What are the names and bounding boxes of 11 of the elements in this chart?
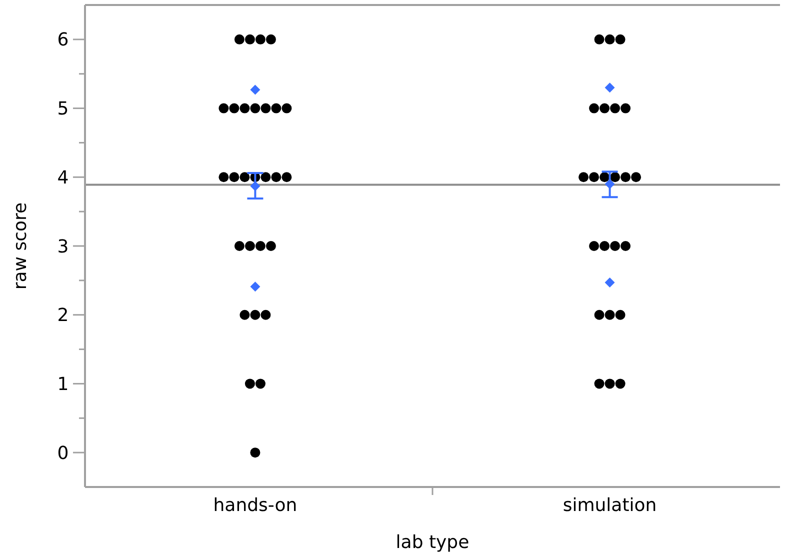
- y-tick-label: 5: [57, 98, 69, 120]
- x-tick-label: simulation: [562, 495, 657, 516]
- y-tick-label: 0: [57, 442, 69, 464]
- y-axis-title: raw score: [10, 202, 31, 290]
- y-tick-label: 4: [57, 167, 69, 188]
- y-tick-label: 2: [57, 305, 69, 326]
- y-tick-label: 6: [57, 30, 69, 51]
- y-tick-label: 1: [57, 374, 69, 396]
- x-axis-title: lab type: [396, 532, 470, 553]
- y-tick-label: 3: [57, 236, 69, 258]
- x-tick-label: hands-on: [213, 495, 298, 516]
